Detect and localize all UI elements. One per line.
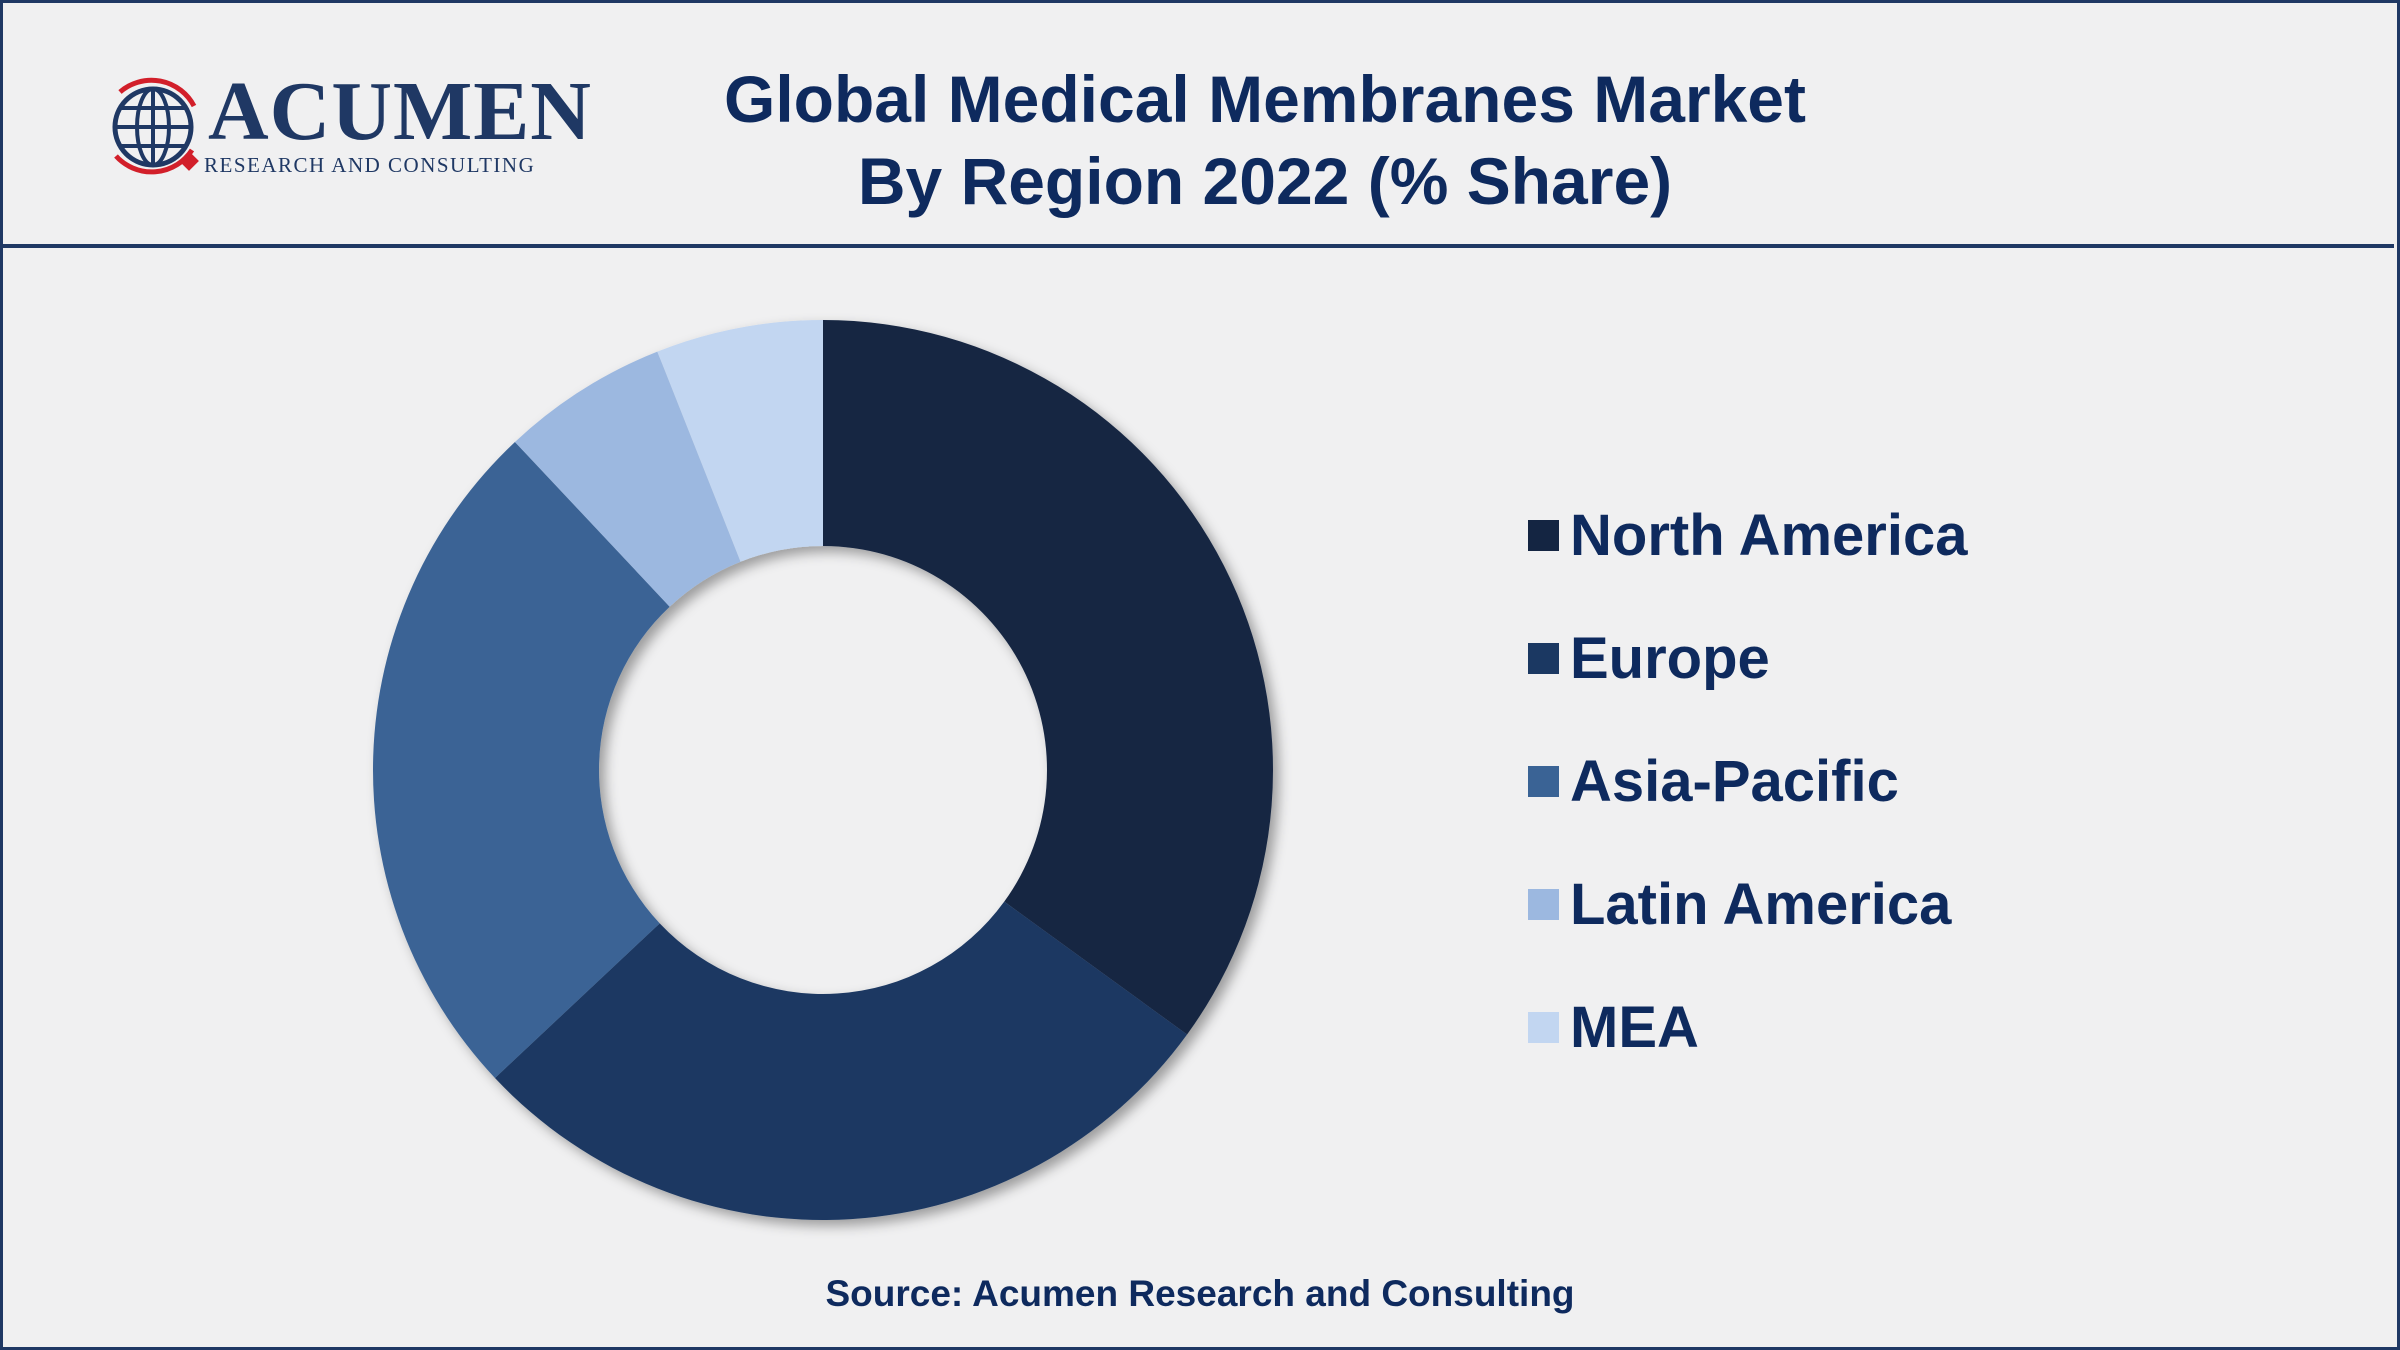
legend-swatch-mea (1528, 1012, 1559, 1043)
legend-swatch-north-america (1528, 520, 1559, 551)
legend-label-europe: Europe (1570, 626, 1770, 691)
donut-slices (373, 320, 1274, 1220)
source-note: Source: Acumen Research and Consulting (825, 1273, 1575, 1314)
logo-wordmark: ACUMEN (208, 65, 592, 158)
chart-title: Global Medical Membranes Market By Regio… (560, 58, 1970, 222)
chart-title-line-1: Global Medical Membranes Market (723, 62, 1806, 136)
legend-label-latin-america: Latin America (1570, 872, 1952, 937)
legend-swatch-latin-america (1528, 889, 1559, 920)
legend-label-asia-pacific: Asia-Pacific (1570, 749, 1899, 814)
logo-tagline: RESEARCH AND CONSULTING (204, 153, 536, 177)
legend-label-mea: MEA (1570, 995, 1699, 1060)
legend-swatch-europe (1528, 643, 1559, 674)
chart-title-line-2: By Region 2022 (% Share) (857, 144, 1673, 218)
globe-logo-icon (112, 77, 199, 175)
legend-label-north-america: North America (1570, 503, 1968, 568)
legend-swatch-asia-pacific (1528, 766, 1559, 797)
header: ACUMEN RESEARCH AND CONSULTING Global Me… (0, 0, 2394, 248)
company-logo: ACUMEN RESEARCH AND CONSULTING (98, 70, 591, 182)
slice-latin-america (514, 351, 741, 607)
slice-north-america (823, 320, 1274, 1035)
slice-europe (494, 901, 1188, 1220)
slice-asia-pacific (373, 441, 670, 1079)
slice-mea (657, 320, 823, 562)
